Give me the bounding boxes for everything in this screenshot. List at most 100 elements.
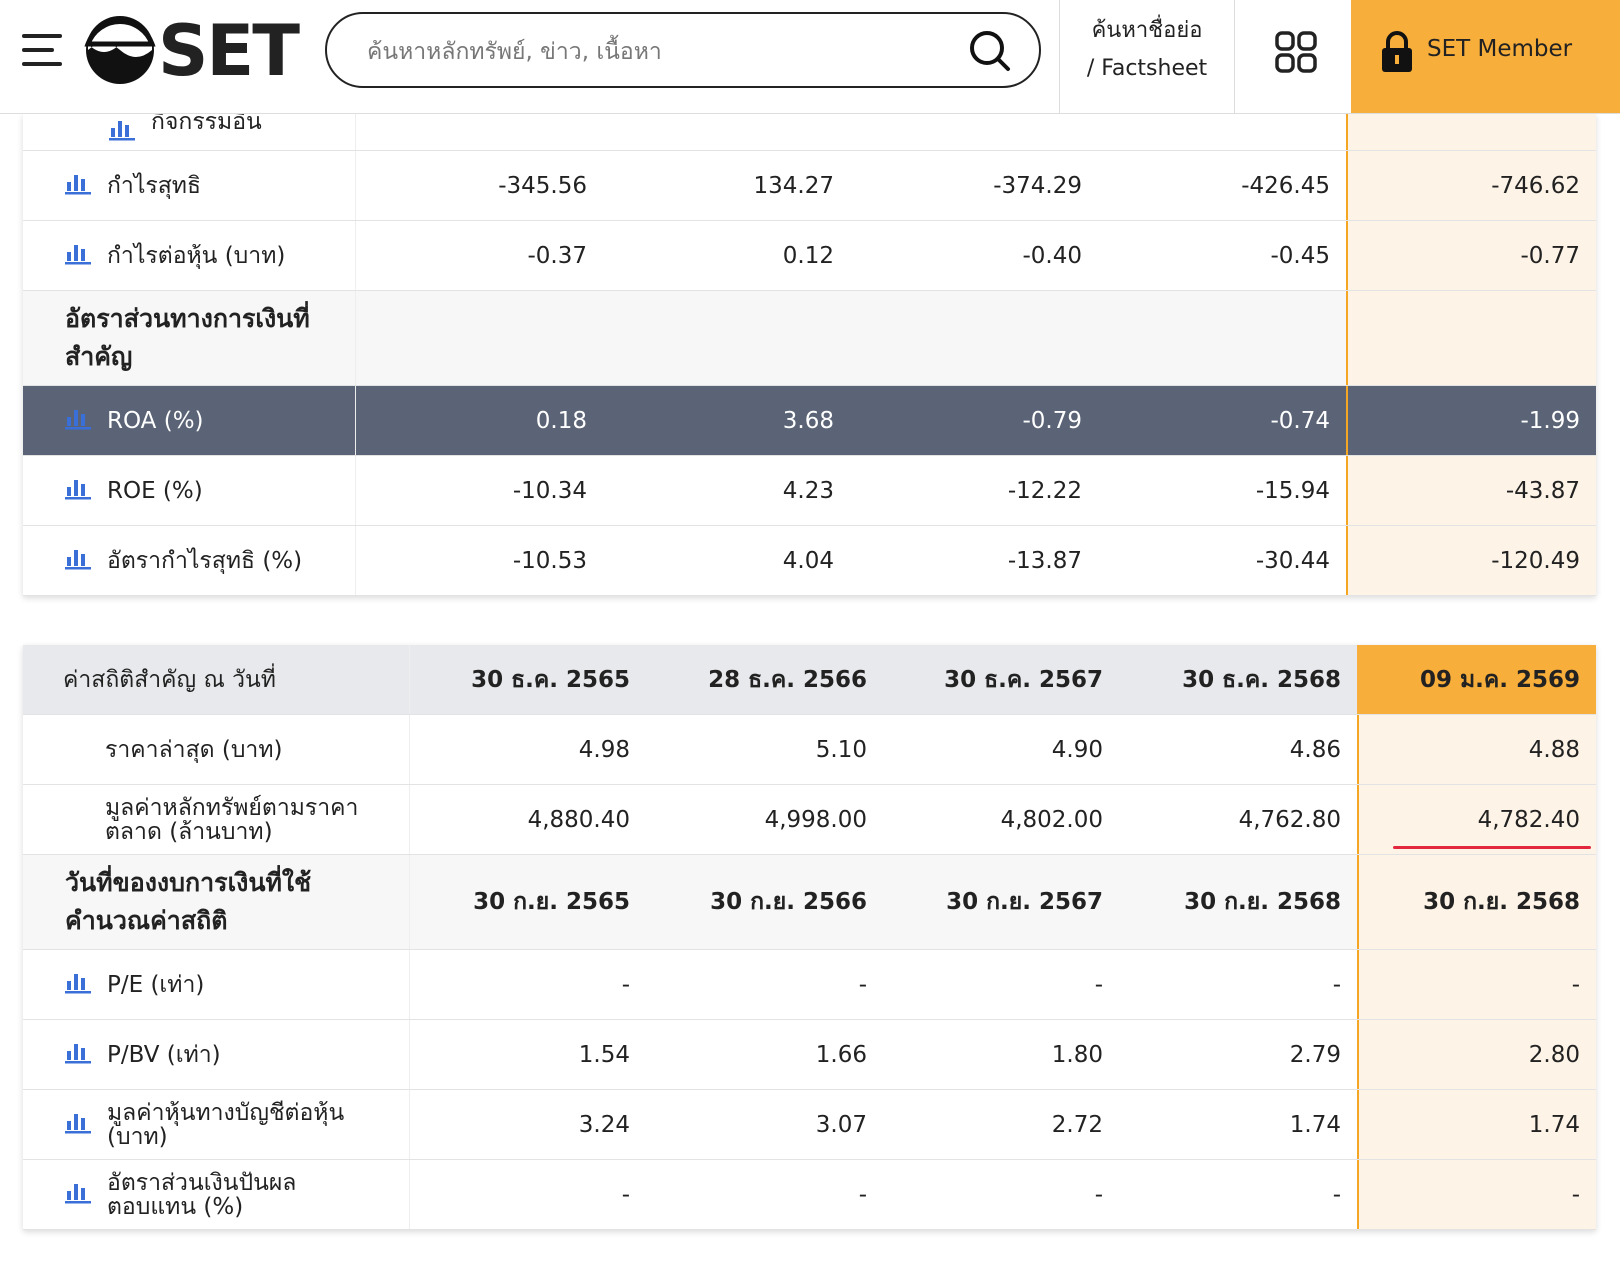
value-cell: -0.77	[1346, 221, 1596, 290]
table-row: อัตราส่วนทางการเงินที่สำคัญ	[23, 291, 1596, 386]
table-row[interactable]: อัตราส่วนเงินปันผลตอบแทน (%) - - - - -	[23, 1160, 1596, 1230]
value-cell: -1.99	[1346, 386, 1596, 455]
value-cell: 0.12	[782, 242, 834, 269]
value-cell	[356, 291, 603, 385]
label-text: ROE (%)	[107, 477, 203, 504]
value-cell: -0.79	[1022, 407, 1082, 434]
value-cell: 4.04	[782, 547, 834, 574]
value-cell	[603, 291, 850, 385]
label-text: อัตรากำไรสุทธิ (%)	[107, 547, 303, 574]
bar-icon	[65, 409, 91, 429]
chart-icon[interactable]	[65, 406, 91, 436]
row-label: ROA (%)	[23, 386, 356, 455]
row-label: อัตรากำไรสุทธิ (%)	[23, 526, 356, 595]
table-row[interactable]: กำไรสุทธิ -345.56 134.27 -374.29 -426.45 -746…	[23, 151, 1596, 221]
value-cell: -	[1357, 1160, 1596, 1229]
value-cell	[1346, 114, 1596, 150]
value-cell: 0.18	[535, 407, 587, 434]
value-cell: 1.74	[1289, 1111, 1341, 1138]
value-cell: 134.27	[753, 172, 834, 199]
value-cell: 4,998.00	[764, 806, 867, 833]
value-cell	[850, 114, 1098, 150]
row-label: P/E (เท่า)	[23, 950, 410, 1019]
table-row[interactable]: ราคาล่าสุด (บาท) 4.98 5.10 4.90 4.86 4.88	[23, 715, 1596, 785]
header-date: 30 ธ.ค. 2568	[1182, 666, 1341, 693]
value-cell: 4,802.00	[1000, 806, 1103, 833]
label-text: P/BV (เท่า)	[107, 1041, 221, 1068]
value-cell: -	[1332, 971, 1341, 998]
value-cell: -0.45	[1270, 242, 1330, 269]
value-cell: -15.94	[1255, 477, 1330, 504]
label-text: กิจกรรมอื่น	[151, 114, 262, 135]
value-cell: -13.87	[1007, 547, 1082, 574]
row-label: กำไรต่อหุ้น (บาท)	[23, 221, 356, 290]
chart-icon[interactable]	[65, 970, 91, 1000]
logo-mark[interactable]	[84, 14, 156, 86]
bar-icon	[65, 1183, 91, 1203]
chart-icon[interactable]	[65, 546, 91, 576]
chart-icon[interactable]	[65, 1180, 91, 1210]
value-cell: 30 ก.ย. 2565	[473, 889, 630, 915]
lookup-link[interactable]: ค้นหาชื่อย่อ / Factsheet	[1059, 0, 1235, 113]
logo-text[interactable]: SET	[158, 10, 300, 92]
value-cell: -0.37	[527, 242, 587, 269]
value-cell: -43.87	[1346, 456, 1596, 525]
value-cell: 2.72	[1051, 1111, 1103, 1138]
value-cell: -10.34	[512, 477, 587, 504]
value-cell: -	[621, 971, 630, 998]
row-label: ROE (%)	[23, 456, 356, 525]
table-row[interactable]: กำไรต่อหุ้น (บาท) -0.37 0.12 -0.40 -0.45 -0.7…	[23, 221, 1596, 291]
chart-icon[interactable]	[65, 241, 91, 271]
chart-icon[interactable]	[109, 117, 135, 147]
table-row[interactable]: อัตรากำไรสุทธิ (%) -10.53 4.04 -13.87 -30.44…	[23, 526, 1596, 596]
value-cell: 4.88	[1357, 715, 1596, 784]
chart-icon[interactable]	[65, 476, 91, 506]
chart-icon[interactable]	[65, 1110, 91, 1140]
value-cell: -	[1332, 1181, 1341, 1208]
bar-icon	[65, 1043, 91, 1063]
value-cell: -30.44	[1255, 547, 1330, 574]
label-text: อัตราส่วนทางการเงินที่สำคัญ	[65, 304, 310, 371]
table-row[interactable]: กิจกรรมอื่น	[23, 114, 1596, 151]
row-label: กิจกรรมอื่น	[23, 114, 356, 150]
member-button[interactable]: SET Member	[1351, 0, 1620, 113]
header-label: ค่าสถิติสำคัญ ณ วันที่	[23, 645, 410, 714]
value-cell: 30 ก.ย. 2568	[1184, 889, 1341, 915]
value-cell: -	[858, 971, 867, 998]
value-cell: -10.53	[512, 547, 587, 574]
table-row[interactable]: มูลค่าหลักทรัพย์ตามราคาตลาด (ล้านบาท) 4,8…	[23, 785, 1596, 855]
bar-icon	[65, 1113, 91, 1133]
value-cell: -	[621, 1181, 630, 1208]
value-cell: 3.07	[815, 1111, 867, 1138]
search-icon[interactable]	[969, 30, 1011, 72]
row-label: วันที่ของงบการเงินที่ใช้คำนวณค่าสถิติ	[23, 855, 410, 949]
table-row[interactable]: P/E (เท่า) - - - - -	[23, 950, 1596, 1020]
value-cell	[356, 114, 603, 150]
lookup-line: ค้นหาชื่อย่อ	[1091, 18, 1203, 43]
bar-icon	[65, 174, 91, 194]
value-cell: -746.62	[1346, 151, 1596, 220]
table-row[interactable]: P/BV (เท่า) 1.54 1.66 1.80 2.79 2.80	[23, 1020, 1596, 1090]
table-row[interactable]: มูลค่าหุ้นทางบัญชีต่อหุ้น (บาท) 3.24 3.07 2…	[23, 1090, 1596, 1160]
bar-icon	[65, 549, 91, 569]
chart-icon[interactable]	[65, 171, 91, 201]
search-box[interactable]: ค้นหาหลักทรัพย์, ข่าว, เนื้อหา	[325, 12, 1041, 88]
value-cell	[1098, 114, 1346, 150]
table-row: วันที่ของงบการเงินที่ใช้คำนวณค่าสถิติ 30 …	[23, 855, 1596, 950]
value-cell: 3.68	[782, 407, 834, 434]
table-row[interactable]: ROE (%) -10.34 4.23 -12.22 -15.94 -43.87	[23, 456, 1596, 526]
value-cell: -345.56	[498, 172, 587, 199]
label-text: กำไรต่อหุ้น (บาท)	[107, 242, 286, 269]
chart-icon[interactable]	[65, 1040, 91, 1070]
table-row[interactable]: ROA (%) 0.18 3.68 -0.79 -0.74 -1.99	[23, 386, 1596, 456]
value-cell: -0.74	[1270, 407, 1330, 434]
label-text: กำไรสุทธิ	[107, 172, 201, 199]
apps-icon[interactable]	[1275, 31, 1317, 73]
label-text: ROA (%)	[107, 407, 204, 434]
label-text: อัตราส่วนเงินปันผลตอบแทน (%)	[107, 1169, 297, 1220]
label-text: มูลค่าหุ้นทางบัญชีต่อหุ้น (บาท)	[107, 1099, 345, 1150]
value-cell: -120.49	[1346, 526, 1596, 595]
menu-icon[interactable]	[22, 32, 62, 68]
member-label: SET Member	[1427, 36, 1573, 62]
header-date: 09 ม.ค. 2569	[1357, 645, 1596, 714]
